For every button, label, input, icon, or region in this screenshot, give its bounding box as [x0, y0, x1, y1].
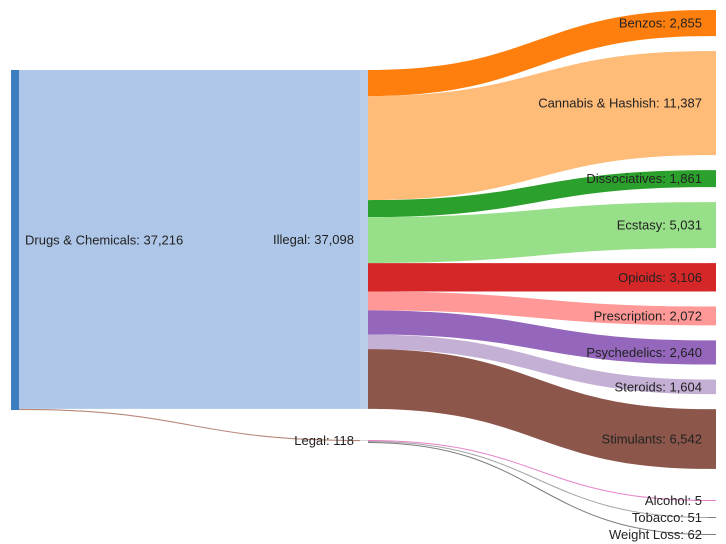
node-weightloss: [708, 534, 716, 535]
link-legal-weightloss: [367, 442, 709, 535]
link-legal-tobacco: [367, 441, 709, 518]
link-illegal-steroids: [368, 334, 708, 395]
label-legal: Legal: 118: [294, 433, 354, 448]
label-opioids: Opioids: 3,106: [618, 270, 702, 285]
node-legal: [360, 440, 368, 442]
node-cannabis: [708, 51, 716, 156]
node-prescription: [708, 306, 716, 326]
link-drugs-illegal: [19, 70, 360, 409]
label-prescription: Prescription: 2,072: [594, 308, 702, 323]
link-illegal-benzos: [368, 10, 708, 97]
label-layer: Drugs & Chemicals: 37,216 Illegal: 37,098…: [25, 16, 702, 542]
node-drugs: [11, 70, 19, 410]
node-ecstasy: [708, 202, 716, 249]
node-alcohol: [708, 500, 716, 501]
label-drugs: Drugs & Chemicals: 37,216: [25, 233, 183, 248]
node-psychedelics: [708, 340, 716, 365]
label-steroids: Steroids: 1,604: [615, 379, 702, 394]
label-ecstasy: Ecstasy: 5,031: [617, 218, 702, 233]
label-dissociatives: Dissociatives: 1,861: [586, 171, 702, 186]
link-illegal-stimulants: [368, 349, 708, 469]
link-legal-alcohol: [367, 440, 709, 501]
link-illegal-prescription: [368, 291, 708, 326]
label-psychedelics: Psychedelics: 2,640: [586, 345, 702, 360]
label-stimulants: Stimulants: 6,542: [602, 432, 702, 447]
node-steroids: [708, 379, 716, 395]
node-stimulants: [708, 409, 716, 469]
link-illegal-ecstasy: [368, 202, 708, 264]
link-illegal-psychedelics: [368, 310, 708, 365]
link-illegal-opioids: [368, 263, 708, 292]
label-cannabis: Cannabis & Hashish: 11,387: [538, 96, 702, 111]
node-layer: [11, 10, 716, 535]
label-illegal: Illegal: 37,098: [273, 232, 354, 247]
node-tobacco: [708, 517, 716, 518]
label-alcohol: Alcohol: 5: [645, 493, 702, 508]
link-illegal-dissociatives: [368, 170, 708, 218]
link-layer: [18, 10, 709, 535]
node-illegal: [360, 70, 368, 409]
label-weightloss: Weight Loss: 62: [609, 527, 702, 542]
link-drugs-legal: [18, 408, 361, 442]
node-dissociatives: [708, 170, 716, 188]
label-tobacco: Tobacco: 51: [632, 510, 702, 525]
label-benzos: Benzos: 2,855: [619, 16, 702, 31]
link-illegal-cannabis: [368, 51, 708, 201]
node-benzos: [708, 10, 716, 37]
node-opioids: [708, 263, 716, 292]
